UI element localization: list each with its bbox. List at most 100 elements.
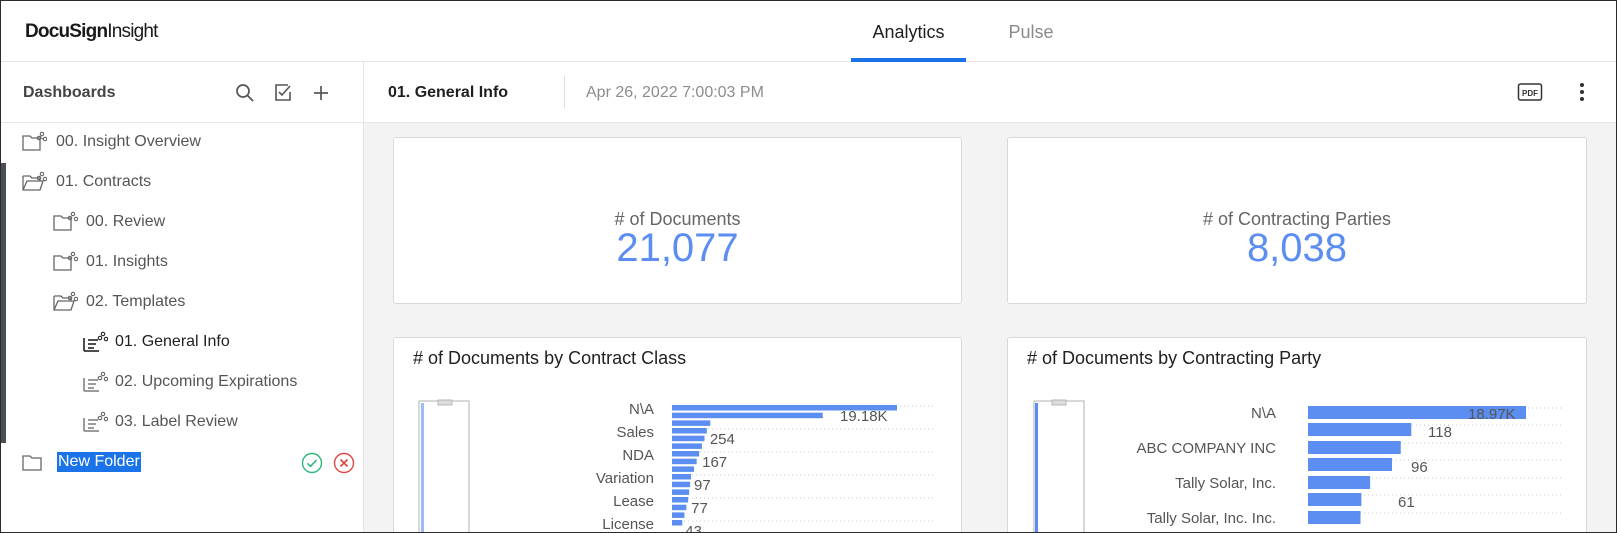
bar[interactable] (672, 412, 823, 419)
tree-item-insights[interactable]: 01. Insights (1, 243, 363, 281)
shared-folder-icon (52, 250, 79, 274)
pdf-export-icon[interactable]: PDF (1517, 82, 1543, 102)
bar[interactable] (672, 428, 707, 434)
shared-folder-open-icon (21, 170, 48, 194)
data-label: 167 (702, 454, 727, 471)
bar[interactable] (672, 466, 694, 472)
dashboard-title: 01. General Info (388, 84, 509, 101)
chart-navigator-track (421, 403, 424, 532)
bar[interactable] (1308, 476, 1371, 489)
chart-title: # of Documents by Contracting Party (1027, 348, 1322, 368)
tree-item-label: 01. Contracts (56, 173, 152, 190)
tree-item-label: 01. General Info (115, 333, 230, 350)
data-label: 118 (1428, 424, 1452, 441)
category-label: Tally Solar, Inc. (1175, 475, 1276, 492)
chart-card-contract-class[interactable]: # of Documents by Contract Class N\A 19.1… (393, 337, 962, 533)
tree-item-insight-overview[interactable]: 00. Insight Overview (1, 123, 363, 161)
select-check-icon[interactable] (272, 82, 294, 104)
kpi-label: # of Documents (614, 209, 741, 229)
chart-navigator-handle[interactable] (1051, 399, 1067, 406)
bar[interactable] (1308, 458, 1392, 471)
tree-item-label: 00. Review (86, 213, 166, 230)
sidebar: Dashboards 00. Insight Overview 01. Cont (1, 62, 364, 532)
chart-title: # of Documents by Contract Class (413, 348, 687, 368)
bar[interactable] (1308, 511, 1361, 524)
kpi-card-contracting-parties[interactable]: # of Contracting Parties 8,038 (1007, 137, 1587, 304)
tree-item-general-info[interactable]: 01. General Info (1, 323, 363, 361)
category-label: N\A (629, 401, 654, 418)
data-label: 254 (710, 431, 735, 448)
bar[interactable] (672, 512, 685, 518)
chart-navigator[interactable] (1033, 400, 1085, 533)
tree-item-label: 01. Insights (86, 253, 168, 270)
tree-item-label: 00. Insight Overview (56, 133, 201, 150)
category-label: ABC COMPANY INC (1137, 440, 1277, 457)
tree-item-templates[interactable]: 02. Templates (1, 283, 363, 321)
bar[interactable] (672, 474, 692, 480)
bar[interactable] (1308, 493, 1362, 506)
bar[interactable] (672, 489, 690, 495)
chart-card-contracting-party[interactable]: # of Documents by Contracting Party N\A A… (1007, 337, 1587, 533)
header-divider (564, 76, 565, 108)
tree-item-upcoming-expirations[interactable]: 02. Upcoming Expirations (1, 363, 363, 401)
dashboard-area: 01. General Info Apr 26, 2022 7:00:03 PM… (364, 62, 1616, 533)
data-label: 18.97K (1468, 406, 1516, 423)
bar[interactable] (672, 458, 697, 465)
chart-navigator-track (1035, 403, 1038, 532)
add-icon[interactable] (310, 82, 332, 104)
category-label: NDA (622, 447, 654, 464)
category-label: Variation (596, 470, 654, 487)
kpi-card-documents[interactable]: # of Documents 21,077 (393, 137, 962, 304)
bar[interactable] (672, 435, 705, 442)
category-label: Lease (613, 493, 654, 510)
close-icon[interactable] (333, 452, 355, 474)
logo-main-text: DocuSign (25, 21, 108, 42)
chart-navigator-handle[interactable] (437, 399, 453, 406)
tree-item-review[interactable]: 00. Review (1, 203, 363, 241)
bar[interactable] (1308, 406, 1526, 419)
tree-item-label: 02. Templates (86, 293, 186, 310)
sidebar-title: Dashboards (23, 84, 116, 101)
folder-icon (21, 450, 47, 474)
tree-item-contracts[interactable]: 01. Contracts (1, 163, 363, 201)
bar[interactable] (672, 420, 711, 426)
tree-selection-indicator (1, 163, 6, 443)
data-label: 96 (1411, 459, 1428, 476)
svg-text:PDF: PDF (1522, 89, 1538, 98)
data-label: 19.18K (840, 408, 888, 425)
search-icon[interactable] (234, 82, 256, 104)
tree-item-label: 03. Label Review (115, 413, 238, 430)
bar[interactable] (672, 405, 897, 411)
data-label: 77 (691, 500, 708, 517)
tab-pulse[interactable]: Pulse (1008, 22, 1054, 42)
app-logo: DocuSignInsight (25, 21, 158, 43)
contracting-party-bar-chart: N\A ABC COMPANY INC Tally Solar, Inc. Tally… (1033, 399, 1564, 533)
tab-analytics[interactable]: Analytics (851, 1, 966, 63)
shared-dashboard-icon (82, 370, 109, 394)
category-label: License (602, 516, 654, 533)
dashboard-header: 01. General Info Apr 26, 2022 7:00:03 PM… (364, 62, 1616, 123)
bar[interactable] (672, 451, 700, 457)
shared-folder-icon (52, 210, 79, 234)
chart-navigator[interactable] (418, 400, 470, 533)
bar[interactable] (672, 443, 702, 449)
bar[interactable] (672, 481, 691, 488)
bar[interactable] (1308, 441, 1401, 454)
tree-item-label-review[interactable]: 03. Label Review (1, 403, 363, 441)
logo-sub-text: Insight (107, 21, 158, 42)
sidebar-header: Dashboards (1, 62, 363, 123)
data-label: 97 (694, 477, 711, 494)
check-icon[interactable] (301, 452, 323, 474)
new-folder-name-input[interactable]: New Folder (57, 452, 141, 472)
contract-class-bar-chart: N\A 19.18K Sales 254 NDA 167 Variation 97 Lease 7… (418, 399, 934, 533)
bar[interactable] (672, 497, 689, 503)
kpi-value: 8,038 (1246, 226, 1348, 270)
shared-folder-open-icon (52, 290, 79, 314)
kpi-label: # of Contracting Parties (1202, 209, 1392, 229)
bar[interactable] (672, 504, 687, 511)
category-label: Tally Solar, Inc. Inc. (1147, 510, 1276, 527)
more-vertical-icon[interactable] (1572, 80, 1592, 104)
bar[interactable] (1308, 423, 1412, 436)
bar[interactable] (672, 520, 683, 526)
